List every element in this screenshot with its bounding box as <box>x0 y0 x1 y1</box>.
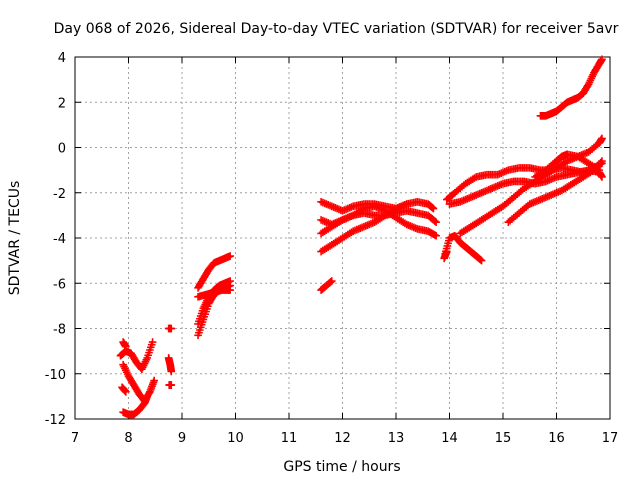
data-point <box>143 392 152 401</box>
y-tick-label: -8 <box>53 323 66 338</box>
chart-title: Day 068 of 2026, Sidereal Day-to-day VTE… <box>54 21 619 37</box>
y-tick-labels: 4 2 0 -2 -4 -6 -8 -10 -12 <box>45 51 66 428</box>
data-point <box>167 367 176 376</box>
x-tick-labels: 7 8 9 10 11 12 13 14 15 16 17 <box>71 431 618 446</box>
series-seg-c <box>119 392 152 419</box>
y-tick-label: 2 <box>58 96 66 111</box>
series-seg-q <box>317 200 411 256</box>
series-seg-g <box>164 324 176 333</box>
series-seg-a <box>116 338 157 374</box>
x-axis-label: GPS time / hours <box>283 459 400 475</box>
y-tick-label: -10 <box>45 368 66 383</box>
series-seg-h <box>165 381 176 389</box>
series-seg-p <box>317 202 440 240</box>
series-seg-f <box>164 354 176 376</box>
series-seg-l <box>194 286 234 301</box>
data-point <box>122 388 130 396</box>
x-tick-label: 8 <box>124 431 132 446</box>
series-seg-x <box>440 247 451 263</box>
data-point <box>595 166 604 174</box>
series-seg-v <box>531 150 604 181</box>
y-tick-label: -6 <box>53 277 66 292</box>
series-seg-d <box>119 338 130 351</box>
y-tick-label: 4 <box>58 51 66 66</box>
x-tick-label: 15 <box>495 431 512 446</box>
series-seg-i <box>194 252 234 292</box>
series-seg-m <box>317 277 336 294</box>
data-point <box>226 252 234 260</box>
data-point <box>598 173 606 181</box>
x-tick-label: 14 <box>441 431 458 446</box>
data-point <box>598 55 606 64</box>
data-point <box>432 231 440 240</box>
data-point <box>328 277 336 285</box>
y-tick-label: -12 <box>45 413 66 428</box>
data-point <box>122 342 130 351</box>
y-axis-label: SDTVAR / TECUs <box>7 181 23 296</box>
y-tick-label: 0 <box>58 142 66 157</box>
data-point <box>148 338 157 346</box>
data-point <box>167 324 176 333</box>
series-seg-y <box>536 55 606 120</box>
data-point <box>402 200 411 208</box>
x-tick-label: 9 <box>178 431 186 446</box>
data-point <box>598 134 606 143</box>
data-point <box>443 247 451 256</box>
x-tick-label: 7 <box>71 431 79 446</box>
x-tick-label: 11 <box>281 431 298 446</box>
data-point <box>598 157 606 165</box>
data-point <box>167 381 176 389</box>
axis-ticks <box>74 56 611 420</box>
data-points <box>116 55 606 419</box>
data-point <box>150 376 158 385</box>
data-point <box>429 204 438 213</box>
y-tick-label: -2 <box>53 187 66 202</box>
series-seg-t <box>456 134 606 238</box>
data-point <box>226 286 234 294</box>
series-seg-e <box>118 383 130 396</box>
data-point <box>477 256 486 265</box>
series-seg-w <box>441 231 486 265</box>
x-tick-label: 10 <box>227 431 244 446</box>
y-tick-label: -4 <box>53 232 66 247</box>
x-tick-label: 16 <box>548 431 565 446</box>
x-tick-label: 13 <box>388 431 405 446</box>
data-point <box>432 218 440 226</box>
x-tick-label: 17 <box>602 431 619 446</box>
x-tick-label: 12 <box>334 431 351 446</box>
